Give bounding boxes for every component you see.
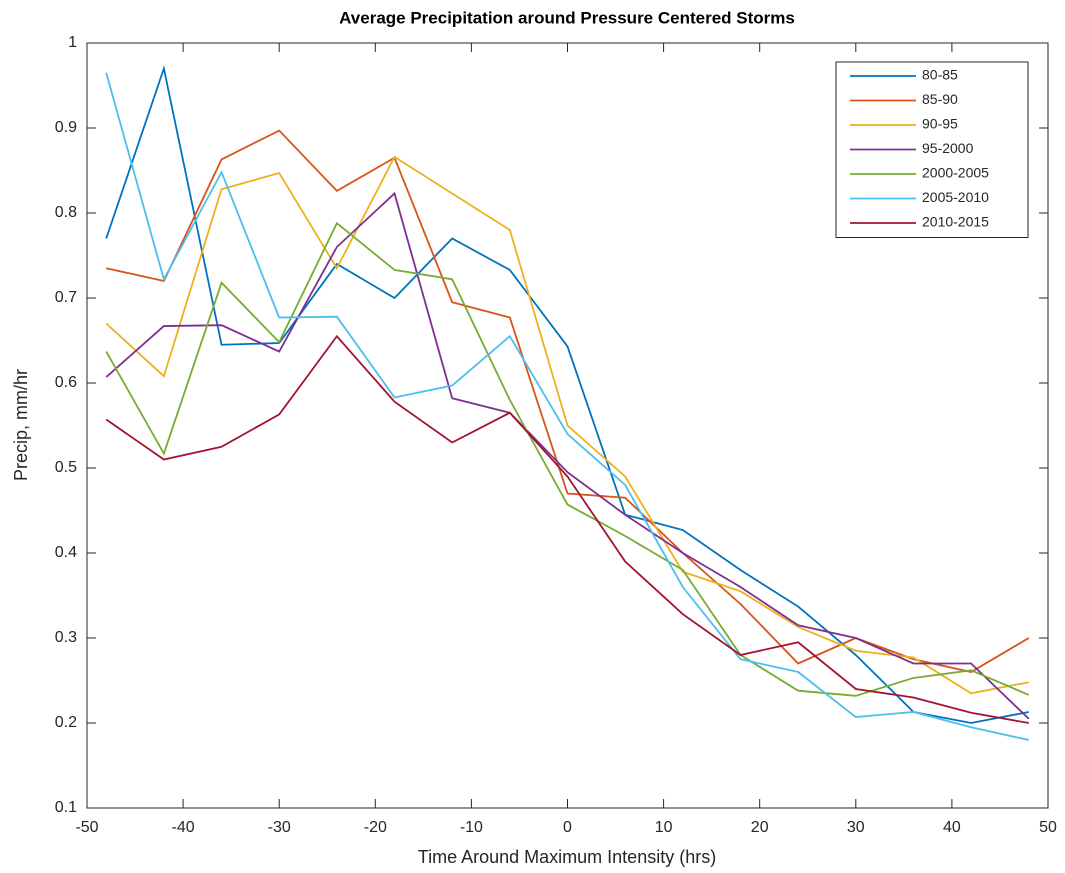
x-tick-label: 10 (655, 819, 673, 836)
y-tick-label: 0.9 (55, 119, 77, 136)
x-tick-label: -30 (268, 819, 291, 836)
legend-label: 2005-2010 (922, 189, 989, 205)
y-tick-label: 0.8 (55, 204, 77, 221)
data-line (105, 155, 1029, 695)
y-tick-label: 0.4 (55, 544, 77, 561)
data-line (105, 334, 1029, 724)
x-tick-label: -10 (460, 819, 483, 836)
x-tick-label: 30 (847, 819, 865, 836)
legend-label: 90-95 (922, 116, 958, 132)
y-tick-label: 0.2 (55, 714, 77, 731)
x-tick-label: 20 (751, 819, 769, 836)
x-tick-label: 40 (943, 819, 961, 836)
data-line (105, 72, 1029, 741)
y-axis-label: Precip, mm/hr (11, 369, 31, 481)
legend: 80-85 85-90 90-95 95-2000 2000-2005 2005-2010… (835, 61, 1029, 238)
y-tick-label: 0.1 (55, 799, 77, 816)
legend-label: 95-2000 (922, 140, 974, 156)
x-tick-label: -50 (75, 819, 98, 836)
legend-label: 2000-2005 (922, 165, 989, 181)
x-axis-label: Time Around Maximum Intensity (hrs) (418, 847, 716, 867)
axes-box (86, 42, 1049, 809)
y-tick-label: 0.5 (55, 459, 77, 476)
x-tick-label: -20 (364, 819, 387, 836)
y-tick-label: 1 (68, 34, 77, 51)
x-tick-label: 0 (563, 819, 572, 836)
data-line (106, 129, 1030, 673)
y-tick-label: 0.3 (55, 629, 77, 646)
x-tick-label: -40 (172, 819, 195, 836)
y-tick-label: 0.7 (55, 289, 77, 306)
legend-label: 85-90 (922, 91, 958, 107)
data-line (105, 221, 1030, 697)
legend-label: 80-85 (922, 67, 958, 83)
chart-title: Average Precipitation around Pressure Ce… (339, 8, 795, 27)
x-tick-label: 50 (1039, 819, 1057, 836)
y-tick-label: 0.6 (55, 374, 77, 391)
legend-label: 2010-2015 (922, 214, 989, 230)
data-line (105, 191, 1030, 720)
